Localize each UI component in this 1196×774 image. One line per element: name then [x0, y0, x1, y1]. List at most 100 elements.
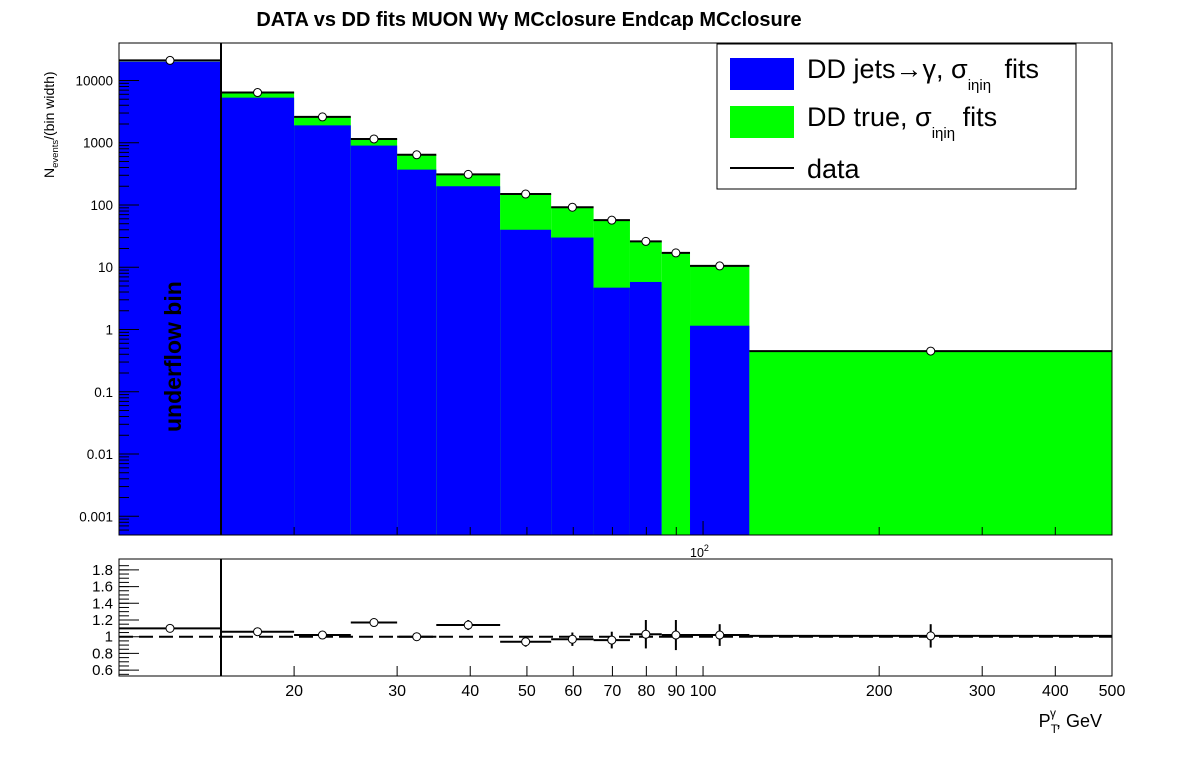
data-point-7 — [567, 202, 577, 212]
legend-jets-text: DD jets→γ, σ — [807, 54, 968, 84]
x-label-tail: , GeV — [1056, 711, 1102, 731]
legend-jets-post: fits — [997, 54, 1039, 84]
data-point-8 — [607, 215, 617, 225]
ratio-point-12 — [926, 631, 936, 641]
x-tick-label-12: 500 — [1099, 683, 1126, 700]
main-histogram-bars — [119, 61, 1112, 536]
x-axis-label: PTγ, GeV — [1039, 706, 1102, 736]
ratio-point-2 — [317, 630, 327, 640]
data-point-11 — [715, 261, 725, 271]
data-point-12 — [926, 346, 936, 356]
data-point-0 — [165, 55, 175, 65]
legend-jets-sub: iηiη — [968, 77, 991, 94]
y-tick-label-7: 0.001 — [79, 509, 113, 524]
main-y-axis-label: Nevents/(bin width) — [41, 71, 61, 178]
ratio-point-9 — [641, 629, 651, 639]
ratio-point-8 — [607, 635, 617, 645]
y-tick-label-4: 1 — [105, 322, 113, 337]
x-tick-label-8: 100 — [690, 683, 717, 700]
y-label-sub: events — [50, 140, 61, 168]
ratio-y-label-6: 1.8 — [92, 562, 113, 579]
y-tick-label-3: 10 — [98, 260, 113, 275]
y-tick-label-0: 10000 — [75, 73, 113, 88]
y-label-tail: /(bin width) — [41, 71, 57, 139]
ratio-plot-frame — [118, 558, 1113, 677]
bar-jets-6 — [500, 229, 552, 535]
bar-jets-0 — [119, 61, 221, 536]
x-tick-labels: 20 30 40 50 60 70 80 90 100 200 300 400 500 — [285, 666, 1125, 700]
ratio-y-label-2: 1 — [105, 629, 113, 646]
data-point-9 — [641, 236, 651, 246]
data-point-3 — [369, 134, 379, 144]
x-tick-label-4: 60 — [564, 683, 582, 700]
data-point-4 — [412, 150, 422, 160]
bar-jets-4 — [397, 169, 437, 535]
bar-jets-3 — [350, 145, 398, 536]
bar-true-10 — [661, 252, 691, 535]
bar-jets-8 — [593, 287, 630, 535]
ratio-point-1 — [253, 627, 263, 637]
data-point-10 — [671, 248, 681, 258]
x-tick-label-5: 70 — [604, 683, 622, 700]
ratio-y-label-3: 1.2 — [92, 612, 113, 629]
ratio-y-label-0: 0.6 — [92, 662, 113, 679]
x-scale-exponent: 2 — [704, 543, 709, 553]
data-point-5 — [463, 169, 473, 179]
ratio-y-label-4: 1.4 — [92, 595, 113, 612]
legend-true-text: DD true, σ — [807, 102, 932, 132]
underflow-label: underflow bin — [160, 281, 186, 432]
y-tick-label-1: 1000 — [83, 136, 113, 151]
legend-label-data: data — [807, 154, 861, 184]
legend-true-sub: iηiη — [932, 125, 955, 142]
legend: DD jets→γ, σiηiη fits DD true, σiηiη fit… — [716, 43, 1077, 190]
ratio-y-label-1: 0.8 — [92, 645, 113, 662]
bar-jets-11 — [690, 325, 750, 535]
x-tick-label-1: 30 — [388, 683, 406, 700]
x-tick-label-9: 200 — [866, 683, 893, 700]
x-tick-label-7: 90 — [667, 683, 685, 700]
legend-label-jets: DD jets→γ, σiηiη fits — [807, 54, 1039, 94]
x-tick-label-11: 400 — [1042, 683, 1069, 700]
y-tick-label-2: 100 — [90, 198, 113, 213]
x-tick-label-3: 50 — [518, 683, 536, 700]
ratio-point-11 — [715, 630, 725, 640]
ratio-data-points — [119, 618, 1112, 651]
ratio-y-label-5: 1.6 — [92, 579, 113, 596]
data-point-2 — [317, 112, 327, 122]
chart-title: DATA vs DD fits MUON Wγ MCclosure Endcap… — [256, 9, 801, 31]
y-tick-label-5: 0.1 — [94, 385, 113, 400]
y-tick-label-6: 0.01 — [87, 447, 113, 462]
ratio-point-4 — [412, 632, 422, 642]
ratio-axes: 0.60.811.21.41.61.8 — [92, 562, 139, 679]
bar-jets-1 — [221, 97, 295, 535]
ratio-point-7 — [567, 634, 577, 644]
ratio-point-6 — [521, 637, 531, 647]
legend-label-true: DD true, σiηiη fits — [807, 102, 997, 142]
bar-jets-5 — [436, 186, 501, 535]
legend-true-post: fits — [955, 102, 997, 132]
x-tick-label-10: 300 — [969, 683, 996, 700]
ratio-point-5 — [463, 620, 473, 630]
x-scale-base: 10 — [690, 546, 704, 560]
ratio-point-0 — [165, 623, 175, 633]
main-axes: 10000 1000 100 10 1 0.1 0.01 0.001 — [75, 73, 1056, 536]
x-tick-label-0: 20 — [285, 683, 303, 700]
x-tick-label-2: 40 — [461, 683, 479, 700]
data-point-6 — [521, 189, 531, 199]
x-tick-label-6: 80 — [637, 683, 655, 700]
x-label-sub: T — [1051, 722, 1059, 736]
legend-swatch-jets — [730, 58, 794, 90]
x-scale-label: 102 — [690, 543, 709, 560]
ratio-point-3 — [369, 618, 379, 628]
main-plot-frame — [118, 42, 1113, 536]
bar-jets-7 — [551, 237, 594, 535]
x-label-main: P — [1039, 711, 1051, 731]
y-label-main: N — [41, 168, 57, 178]
bar-jets-9 — [629, 281, 662, 535]
data-point-1 — [253, 88, 263, 98]
x-label-sup: γ — [1050, 706, 1056, 720]
bar-jets-2 — [294, 125, 351, 535]
legend-swatch-true — [730, 106, 794, 138]
ratio-point-10 — [671, 630, 681, 640]
